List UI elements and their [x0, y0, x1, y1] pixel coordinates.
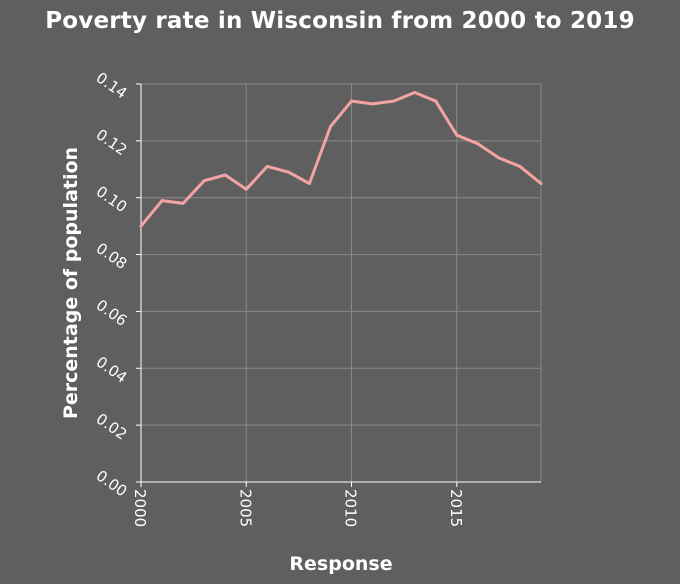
y-tick-label: 0.04 [93, 353, 131, 387]
data-point [497, 156, 501, 160]
data-point [160, 199, 164, 203]
y-tick-label: 0.12 [93, 125, 131, 159]
x-tick-label: 2000 [131, 489, 149, 527]
x-tick-label: 2015 [447, 489, 465, 527]
chart-title: Poverty rate in Wisconsin from 2000 to 2… [45, 8, 635, 34]
data-point [286, 170, 290, 174]
data-point [413, 91, 417, 95]
data-point [223, 173, 227, 177]
data-point [392, 99, 396, 103]
y-tick-label: 0.06 [93, 296, 131, 330]
data-point [518, 164, 522, 168]
x-tick-label: 2005 [236, 489, 254, 527]
data-point [307, 182, 311, 185]
data-point [350, 99, 354, 103]
x-tick-label: 2010 [342, 489, 360, 527]
data-point [265, 164, 269, 168]
data-point [328, 125, 332, 129]
data-point [476, 142, 480, 146]
data-point [539, 182, 543, 185]
y-axis-title: Percentage of population [60, 147, 82, 419]
data-point [371, 102, 375, 106]
y-tick-label: 0.00 [93, 467, 131, 501]
data-point [434, 99, 438, 103]
y-tick-label: 0.10 [93, 182, 131, 216]
series-line [139, 91, 543, 228]
y-tick-label: 0.14 [93, 69, 131, 103]
data-point [181, 201, 185, 205]
y-tick-label: 0.02 [93, 410, 131, 444]
data-point [455, 133, 459, 137]
data-point [202, 179, 206, 183]
x-axis-title: Response [289, 553, 392, 575]
data-point [244, 187, 248, 191]
data-point [139, 224, 143, 228]
y-tick-label: 0.08 [93, 239, 131, 273]
